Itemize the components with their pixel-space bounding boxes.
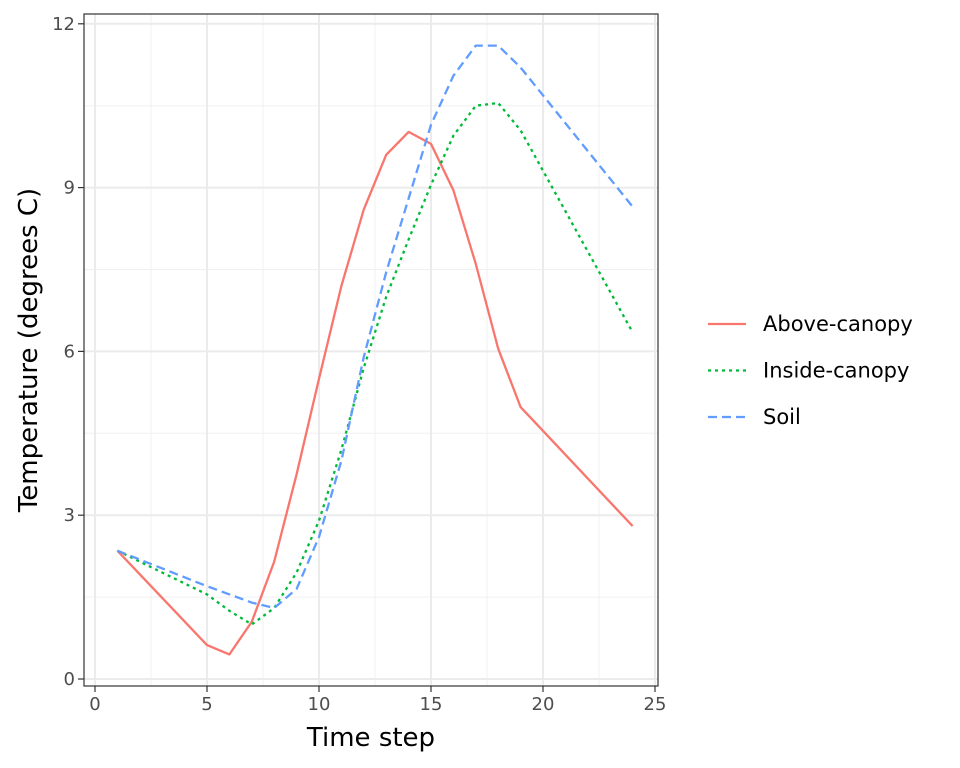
x-tick-label: 0 (89, 694, 100, 715)
y-tick-label: 9 (64, 178, 75, 199)
x-tick-label: 20 (532, 694, 555, 715)
x-tick-label: 15 (420, 694, 443, 715)
legend-label: Inside-canopy (763, 359, 909, 383)
y-tick-label: 0 (64, 669, 75, 690)
x-axis-title: Time step (306, 723, 435, 753)
legend: Above-canopy Inside-canopy Soil (708, 312, 913, 429)
x-tick-label: 5 (201, 694, 212, 715)
y-tick-label: 6 (64, 341, 75, 362)
x-tick-label: 25 (644, 694, 667, 715)
y-axis-title: Temperature (degrees C) (14, 188, 44, 513)
grid-lines (84, 14, 658, 686)
series-line-soil (116, 44, 634, 610)
plot-panel (83, 13, 659, 687)
panel-border (83, 13, 659, 687)
y-tick-label: 3 (64, 505, 75, 526)
legend-label: Soil (763, 405, 801, 429)
legend-label: Above-canopy (763, 312, 913, 336)
series-lines (116, 44, 634, 656)
y-tick-label: 12 (52, 14, 75, 35)
series-line-above-canopy (116, 130, 634, 656)
x-tick-label: 10 (308, 694, 331, 715)
axes: 0 5 10 15 20 25 0 3 6 9 12 (52, 14, 666, 715)
